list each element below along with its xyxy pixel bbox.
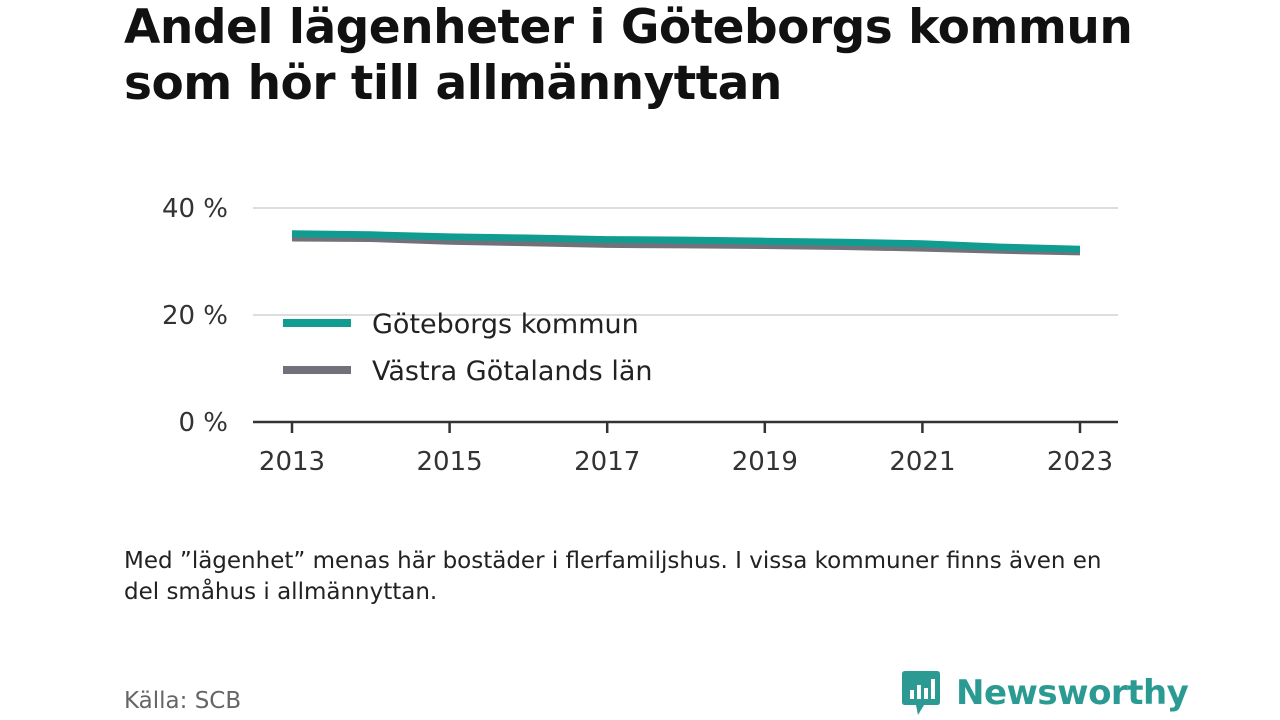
x-tick-label: 2019 <box>732 447 798 477</box>
series-line-goteborg <box>291 230 1081 253</box>
y-tick-label: 0 % <box>178 408 228 438</box>
brand-name: Newsworthy <box>956 673 1189 713</box>
grid-lines <box>253 207 1118 316</box>
series-lines <box>291 230 1081 256</box>
legend-label-vastra-gotaland: Västra Götalands län <box>372 356 652 387</box>
x-tick-label: 2021 <box>889 447 955 477</box>
chart-title: Andel lägenheter i Göteborgs kommun som … <box>124 0 1133 111</box>
footnote: Med ”lägenhet” menas här bostäder i fler… <box>124 548 1102 605</box>
legend-label-goteborg: Göteborgs kommun <box>372 309 639 340</box>
y-axis-labels: 0 % 20 % 40 % <box>162 194 228 438</box>
x-tick-label: 2013 <box>259 447 325 477</box>
y-tick-label: 40 % <box>162 194 228 224</box>
chat-bar-chart-icon <box>902 671 940 715</box>
source-credit: Källa: SCB <box>124 688 242 714</box>
x-axis: 2013 2015 2017 2019 2021 2023 <box>253 420 1118 477</box>
x-tick-label: 2017 <box>574 447 640 477</box>
x-tick-label: 2015 <box>417 447 483 477</box>
series-line-vastra-gotaland <box>291 234 1081 256</box>
x-tick-label: 2023 <box>1047 447 1113 477</box>
brand-logo: Newsworthy <box>900 668 1189 718</box>
legend: Göteborgs kommun Västra Götalands län <box>283 309 652 387</box>
y-tick-label: 20 % <box>162 301 228 331</box>
